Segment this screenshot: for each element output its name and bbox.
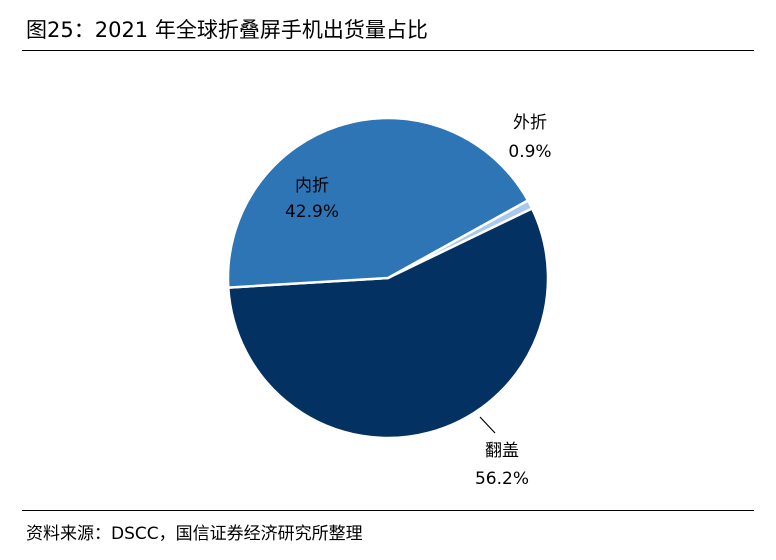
slice-name-outward-fold: 外折 bbox=[513, 113, 547, 133]
slice-flip bbox=[227, 207, 550, 440]
slice-name-inward-fold: 内折 bbox=[295, 176, 329, 196]
slice-label-flip: 56.2% bbox=[475, 469, 529, 489]
source-note: 资料来源：DSCC，国信证券经济研究所整理 bbox=[26, 524, 363, 544]
slice-inward-fold bbox=[226, 116, 530, 289]
slice-label-outward-fold: 0.9% bbox=[508, 142, 551, 162]
chart-title: 图25：2021 年全球折叠屏手机出货量占比 bbox=[26, 18, 428, 42]
slice-name-flip: 翻盖 bbox=[485, 441, 519, 461]
slice-label-inward-fold: 42.9% bbox=[285, 202, 339, 222]
leader-line-flip bbox=[479, 416, 496, 434]
title-divider bbox=[22, 50, 754, 51]
source-divider bbox=[22, 510, 754, 511]
pie-slices bbox=[226, 116, 550, 440]
